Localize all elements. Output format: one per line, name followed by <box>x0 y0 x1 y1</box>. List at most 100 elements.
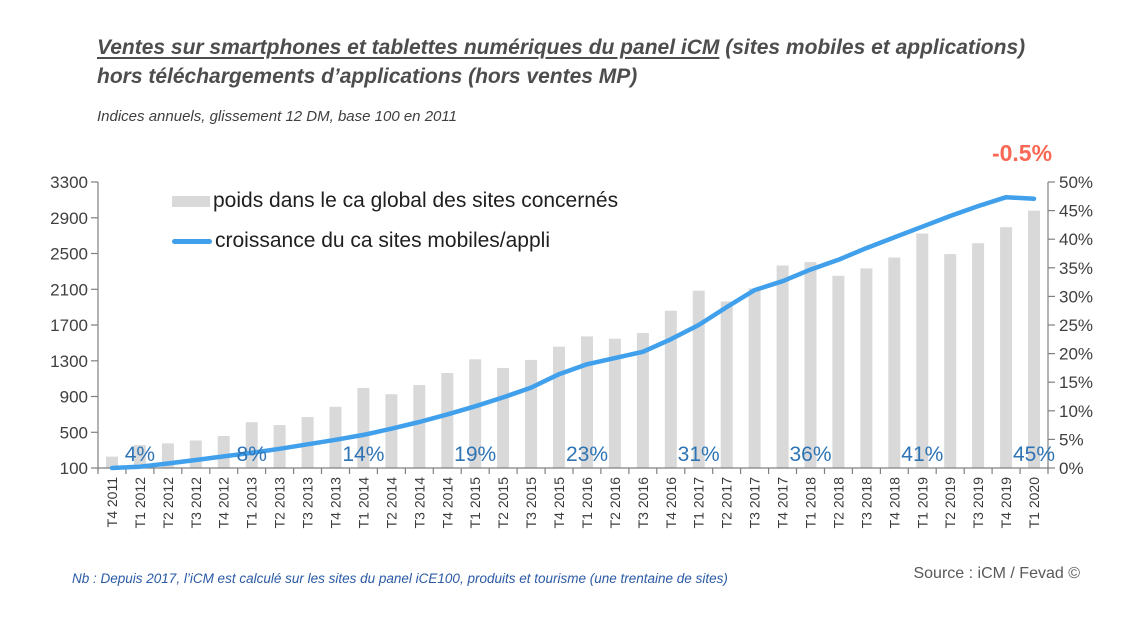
bar-swatch-icon <box>172 195 210 207</box>
svg-text:T2 2014: T2 2014 <box>383 477 399 529</box>
svg-text:T4 2016: T4 2016 <box>663 477 679 529</box>
svg-text:T3 2016: T3 2016 <box>635 477 651 529</box>
svg-text:T2 2012: T2 2012 <box>160 477 176 529</box>
svg-text:25%: 25% <box>1059 316 1093 335</box>
bar <box>413 385 426 468</box>
svg-text:500: 500 <box>60 423 88 442</box>
svg-text:T3 2018: T3 2018 <box>858 477 874 529</box>
annual-percent-label: 23% <box>566 443 608 466</box>
svg-text:T4 2019: T4 2019 <box>998 477 1014 529</box>
svg-text:T1 2019: T1 2019 <box>914 477 930 529</box>
svg-text:T1 2020: T1 2020 <box>1026 477 1042 529</box>
annual-percent-label: 36% <box>789 443 831 466</box>
svg-text:T3 2017: T3 2017 <box>747 477 763 529</box>
bar <box>776 265 789 468</box>
bar <box>553 346 565 468</box>
bar <box>581 336 593 468</box>
svg-text:T3 2013: T3 2013 <box>300 477 316 529</box>
annual-percent-label: 19% <box>454 443 496 466</box>
bar <box>329 406 342 468</box>
svg-text:T1 2018: T1 2018 <box>803 477 819 529</box>
svg-text:1700: 1700 <box>50 316 88 335</box>
svg-text:T4 2018: T4 2018 <box>886 477 902 529</box>
svg-text:T1 2017: T1 2017 <box>691 477 707 529</box>
svg-text:100: 100 <box>60 459 88 478</box>
bar <box>385 394 398 468</box>
svg-text:35%: 35% <box>1059 259 1093 278</box>
svg-text:5%: 5% <box>1059 430 1084 449</box>
bar <box>860 268 873 468</box>
legend-item-croissance: croissance du ca sites mobiles/appli <box>172 228 618 254</box>
annual-percent-label: 31% <box>678 443 720 466</box>
svg-text:T1 2014: T1 2014 <box>355 477 371 529</box>
bar <box>692 290 705 468</box>
svg-text:T2 2018: T2 2018 <box>830 477 846 529</box>
svg-text:T4 2011: T4 2011 <box>104 477 120 528</box>
bar <box>189 440 202 468</box>
annual-percent-label: 8% <box>237 443 267 466</box>
chart-legend: poids dans le ca global des sites concer… <box>172 188 618 268</box>
legend-label-croissance: croissance du ca sites mobiles/appli <box>215 229 550 252</box>
svg-text:T1 2016: T1 2016 <box>579 477 595 529</box>
bar <box>888 257 901 468</box>
svg-text:2500: 2500 <box>50 245 88 264</box>
chart-subtitle: Indices annuels, glissement 12 DM, base … <box>97 108 457 125</box>
svg-text:T4 2017: T4 2017 <box>775 477 791 529</box>
svg-text:1300: 1300 <box>50 352 88 371</box>
bar <box>804 262 817 468</box>
annual-percent-label: 4% <box>125 443 155 466</box>
svg-text:T2 2013: T2 2013 <box>272 477 288 529</box>
bar <box>525 359 538 468</box>
svg-text:3300: 3300 <box>50 173 88 192</box>
svg-text:2900: 2900 <box>50 209 88 228</box>
svg-text:30%: 30% <box>1059 287 1093 306</box>
axes <box>91 181 1055 474</box>
svg-text:2100: 2100 <box>50 280 88 299</box>
svg-text:T1 2015: T1 2015 <box>467 477 483 529</box>
footnote: Nb : Depuis 2017, l’iCM est calculé sur … <box>72 571 728 586</box>
bar <box>720 301 733 468</box>
svg-text:20%: 20% <box>1059 345 1093 364</box>
bar <box>217 436 230 468</box>
legend-label-poids: poids dans le ca global des sites concer… <box>213 189 619 212</box>
svg-text:T4 2012: T4 2012 <box>216 477 232 529</box>
bar <box>944 254 957 468</box>
annual-percent-label: 41% <box>901 443 943 466</box>
bar <box>1000 227 1013 468</box>
bar <box>664 310 677 468</box>
source-credit: Source : iCM / Fevad © <box>913 565 1080 582</box>
x-axis-labels: T4 2011 T1 2012 T2 2012 T3 2012 T4 2012 T1 20… <box>104 477 1042 529</box>
bar <box>133 445 146 468</box>
bar <box>972 243 985 468</box>
svg-text:50%: 50% <box>1059 173 1093 192</box>
svg-text:T3 2015: T3 2015 <box>523 477 539 529</box>
svg-text:T2 2016: T2 2016 <box>607 477 623 529</box>
annual-percent-label: 45% <box>1013 443 1055 466</box>
svg-text:T4 2015: T4 2015 <box>551 477 567 529</box>
svg-text:900: 900 <box>60 388 88 407</box>
growth-line <box>109 194 1037 471</box>
svg-text:T2 2017: T2 2017 <box>719 477 735 529</box>
svg-text:T3 2012: T3 2012 <box>188 477 204 529</box>
bar <box>916 233 929 468</box>
latest-growth-annotation: -0.5% <box>991 140 1053 166</box>
bars-series <box>106 210 1040 468</box>
svg-text:T2 2019: T2 2019 <box>942 477 958 529</box>
svg-text:0%: 0% <box>1059 459 1084 478</box>
svg-text:T3 2019: T3 2019 <box>970 477 986 529</box>
bar <box>245 422 258 468</box>
chart-title: Ventes sur smartphones et tablettes numé… <box>97 33 1027 91</box>
bar <box>608 338 621 468</box>
bar <box>497 367 510 468</box>
bar <box>636 333 649 468</box>
bar <box>832 275 845 468</box>
svg-text:T1 2012: T1 2012 <box>132 477 148 529</box>
annual-percent-labels: 4% 8% 14% 19% 23% 31% 36% 41% 45% <box>125 443 1055 466</box>
bar <box>357 387 370 468</box>
chart-title-underlined: Ventes sur smartphones et tablettes numé… <box>97 36 720 59</box>
bar <box>748 288 761 468</box>
line-swatch-icon <box>172 238 212 244</box>
bar <box>106 456 118 468</box>
